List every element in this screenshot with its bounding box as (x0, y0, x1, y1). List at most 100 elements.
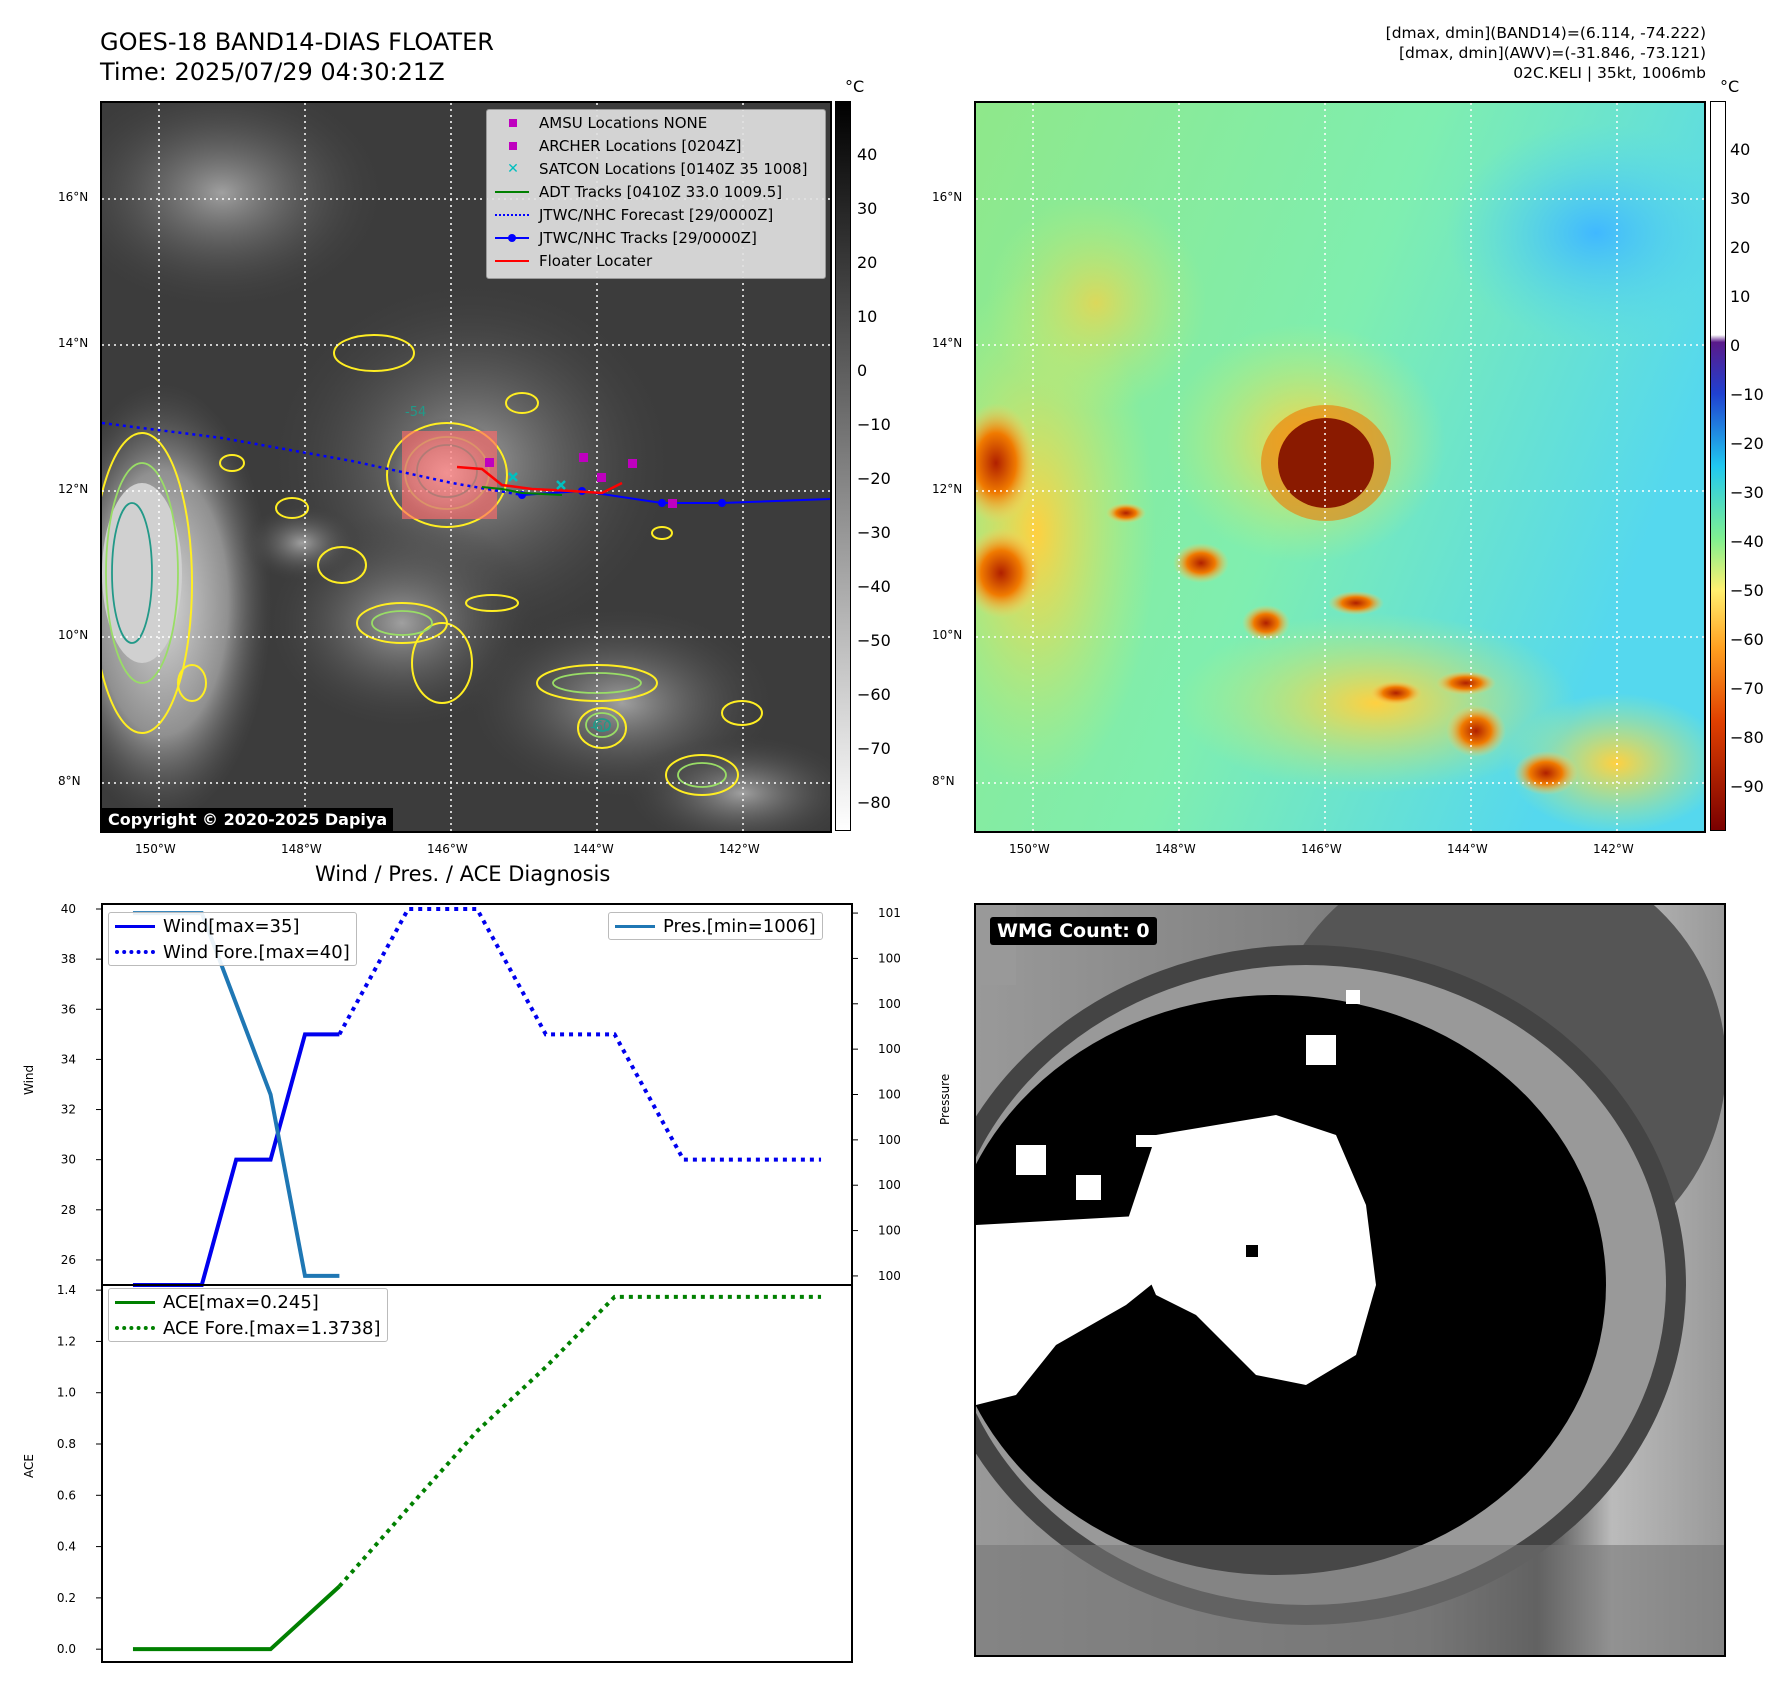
colorbar-tick: −30 (857, 523, 891, 542)
info-line-2: [dmax, dmin](AWV)=(-31.846, -73.121) (1399, 44, 1706, 62)
lon-label: 144°W (573, 842, 614, 856)
legend-item-satcon: ✕ SATCON Locations [0140Z 35 1008] (507, 160, 808, 178)
diag-title: Wind / Pres. / ACE Diagnosis (315, 862, 611, 886)
colorbar-tick: −80 (857, 793, 891, 812)
ace-series-line-0 (132, 1584, 341, 1652)
colorbar-tick: 0 (857, 361, 868, 380)
pressure-tick-label: 1007.5 (878, 1133, 900, 1147)
wind-tick-label: 28 (61, 1203, 76, 1217)
pressure-tick-label: 1009.5 (878, 951, 900, 965)
series-line-2 (132, 911, 340, 1278)
map-legend: AMSU Locations NONE ARCHER Locations [02… (486, 109, 826, 279)
wmg-image (976, 905, 1724, 1655)
pressure-tick-label: 1008.5 (878, 1042, 900, 1056)
ace-tick-label: 0.0 (57, 1642, 76, 1656)
colorbar-tick: −70 (1730, 679, 1764, 698)
colorbar-tick: −40 (857, 577, 891, 596)
colorbar-tick: 30 (1730, 189, 1751, 208)
lon-label: 146°W (427, 842, 468, 856)
colorbar-tick: −60 (1730, 630, 1764, 649)
wind-tick-label: 34 (61, 1052, 76, 1066)
figure-time: Time: 2025/07/29 04:30:21Z (100, 58, 445, 86)
legend-item-jtwc-forecast: JTWC/NHC Forecast [29/0000Z] (493, 204, 773, 226)
legend-item-adt: ADT Tracks [0410Z 33.0 1009.5] (493, 181, 782, 203)
wind-tick-label: 32 (61, 1103, 76, 1117)
ace-tick-label: 1.4 (57, 1283, 76, 1297)
contour-label: -54 (405, 405, 427, 420)
ace-series-line-1 (337, 1294, 822, 1588)
ace-tick-label: 0.8 (57, 1437, 76, 1451)
wmg-panel: WMG Count: 0 (974, 903, 1726, 1657)
figure-title: GOES-18 BAND14-DIAS FLOATER (100, 28, 494, 56)
ace-tick-label: 1.0 (57, 1386, 76, 1400)
ace-tick-label: 0.4 (57, 1540, 76, 1554)
colorbar-tick: 20 (1730, 238, 1751, 257)
colorbar-tick: −90 (1730, 777, 1764, 796)
lat-label: 12°N (932, 482, 963, 496)
lon-label: 150°W (1009, 842, 1050, 856)
ace-legend: ACE[max=0.245] ACE Fore.[max=1.3738] (108, 1288, 388, 1342)
colorbar-tick: 10 (1730, 287, 1751, 306)
lat-label: 16°N (58, 190, 89, 204)
legend-item-amsu: AMSU Locations NONE (493, 112, 707, 134)
legend-item-jtwc-tracks: JTWC/NHC Tracks [29/0000Z] (493, 227, 757, 249)
lon-label: 146°W (1301, 842, 1342, 856)
lat-label: 10°N (932, 628, 963, 642)
lon-label: 148°W (1155, 842, 1196, 856)
wind-tick-label: 38 (61, 952, 76, 966)
ace-tick-label: 1.2 (57, 1334, 76, 1348)
wind-tick-label: 36 (61, 1002, 76, 1016)
colorbar-tick: 40 (1730, 140, 1751, 159)
ace-plot-frame (101, 1284, 853, 1663)
colorbar-left (835, 101, 851, 831)
legend-item-ace-fore: ACE Fore.[max=1.3738] (109, 1315, 387, 1341)
ace-tick-label: 0.2 (57, 1591, 76, 1605)
legend-item-ace: ACE[max=0.245] (109, 1289, 387, 1315)
colorbar-tick: −80 (1730, 728, 1764, 747)
colorbar-tick: −40 (1730, 532, 1764, 551)
pressure-axis-label: Pressure (938, 1073, 952, 1125)
colorbar-tick: 30 (857, 199, 878, 218)
legend-item-archer: ARCHER Locations [0204Z] (493, 135, 742, 157)
wind-tick-label: 30 (61, 1153, 76, 1167)
contour-label: -60 (590, 720, 612, 735)
lat-label: 10°N (58, 628, 89, 642)
colorbar-tick: −70 (857, 739, 891, 758)
wind-axis-label: Wind (22, 1064, 36, 1095)
pressure-tick-label: 1007.0 (878, 1178, 900, 1192)
colorbar-right-unit: °C (1720, 77, 1740, 96)
colorbar-tick: 40 (857, 145, 878, 164)
lat-label: 14°N (932, 336, 963, 350)
awv-map-panel (974, 101, 1706, 833)
lat-label: 16°N (932, 190, 963, 204)
legend-item-wind-fore: Wind Fore.[max=40] (109, 939, 356, 965)
ace-axis-label: ACE (22, 1454, 36, 1478)
lat-label: 8°N (932, 774, 955, 788)
colorbar-tick: −60 (857, 685, 891, 704)
colorbar-tick: −50 (1730, 581, 1764, 600)
pressure-tick-label: 1006.0 (878, 1269, 900, 1283)
lon-label: 144°W (1447, 842, 1488, 856)
colorbar-right (1710, 101, 1726, 831)
lon-label: 150°W (135, 842, 176, 856)
colorbar-tick: −50 (857, 631, 891, 650)
diag-chart: 26 28 30 32 34 36 38 40 1006.0 1006.5 1007.0 1007.5… (57, 902, 900, 1663)
copyright-label: Copyright © 2020-2025 Dapiya (102, 808, 394, 831)
wmg-count-label: WMG Count: 0 (990, 917, 1157, 945)
lat-label: 8°N (58, 774, 81, 788)
lon-label: 142°W (719, 842, 760, 856)
colorbar-tick: −10 (1730, 385, 1764, 404)
lat-label: 14°N (58, 336, 89, 350)
wind-tick-label: 26 (61, 1253, 76, 1267)
legend-item-wind: Wind[max=35] (109, 913, 356, 939)
colorbar-tick: −20 (857, 469, 891, 488)
colorbar-tick: 0 (1730, 336, 1741, 355)
legend-item-pressure: Pres.[min=1006] (609, 913, 822, 939)
ir-map-panel: AMSU Locations NONE ARCHER Locations [02… (100, 101, 832, 833)
legend-item-floater: Floater Locater (493, 250, 652, 272)
pressure-tick-label: 1009.0 (878, 997, 900, 1011)
colorbar-tick: −10 (857, 415, 891, 434)
info-line-1: [dmax, dmin](BAND14)=(6.114, -74.222) (1385, 24, 1706, 42)
colorbar-left-unit: °C (845, 77, 865, 96)
